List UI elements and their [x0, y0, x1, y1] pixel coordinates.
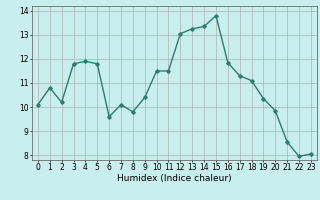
X-axis label: Humidex (Indice chaleur): Humidex (Indice chaleur): [117, 174, 232, 183]
